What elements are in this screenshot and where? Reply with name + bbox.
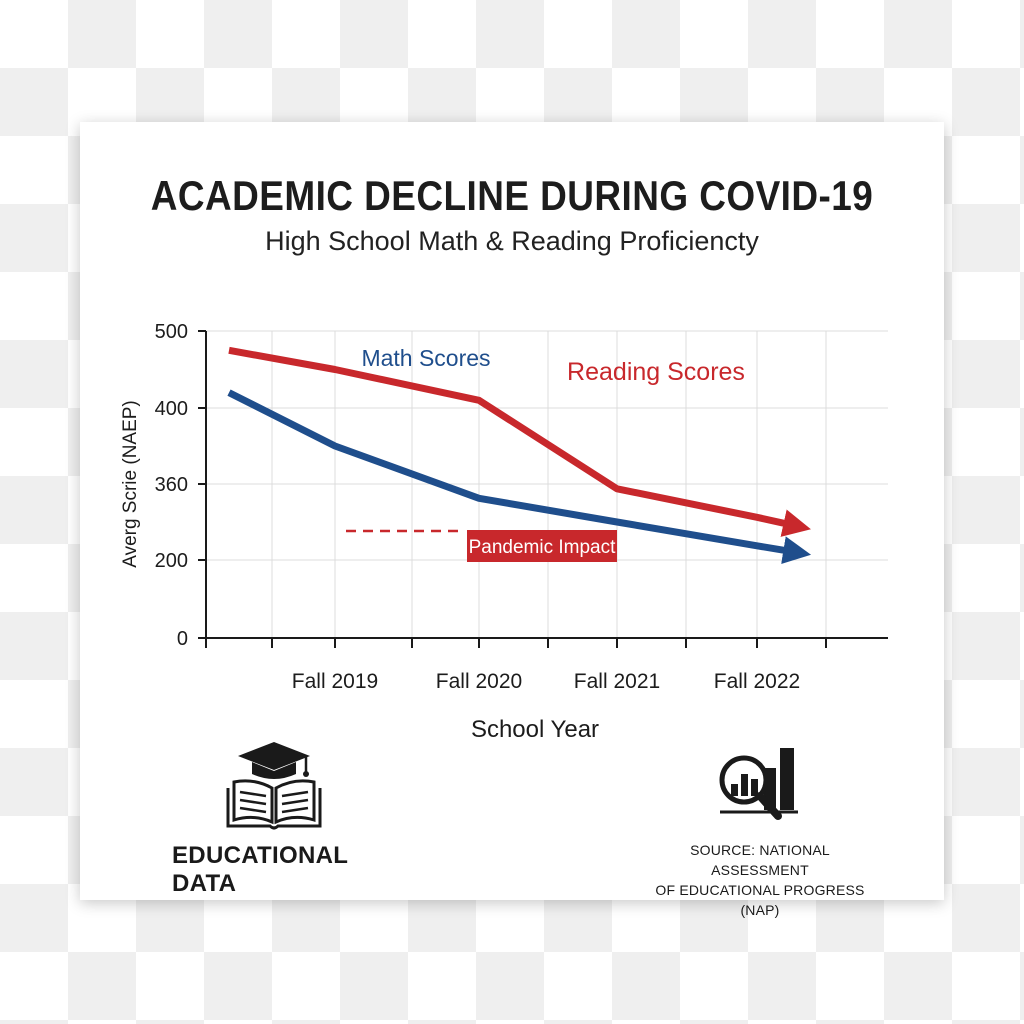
y-tick-label: 0 <box>177 628 188 650</box>
y-axis-label: Averg Scrie (NAEP) <box>120 400 141 568</box>
series-layer <box>227 346 812 564</box>
x-axis-label: School Year <box>470 716 600 743</box>
x-tick-label: Fall 2019 <box>292 670 378 693</box>
educational-data-label: EDUCATIONAL DATA <box>172 842 348 897</box>
chart-magnifier-icon <box>719 748 798 820</box>
x-tick-label: Fall 2020 <box>436 670 522 693</box>
x-tick-label: Fall 2021 <box>574 670 660 693</box>
y-tick-label: 360 <box>155 474 188 496</box>
x-tick-label: Fall 2022 <box>714 670 800 693</box>
series-label-reading: Reading Scores <box>567 358 745 386</box>
graduation-book-icon <box>226 742 322 830</box>
chart-title: ACADEMIC DECLINE DURING COVID-19 <box>150 172 874 219</box>
chart-grid <box>206 330 888 639</box>
y-tick-label: 200 <box>155 550 188 572</box>
reading-scores-line <box>228 346 811 537</box>
chart-subtitle: High School Math & Reading Proficiencty <box>265 226 759 256</box>
chart-axes: 500 400 360 200 0 Fall 2019 Fall 2020 Fall 2021… <box>155 321 888 693</box>
pandemic-impact-badge <box>467 530 617 562</box>
y-tick-label: 500 <box>155 321 188 343</box>
math-scores-line <box>227 389 812 564</box>
series-label-math: Math Scores <box>361 345 490 371</box>
source-citation: SOURCE: NATIONAL ASSESSMENT OF EDUCATION… <box>640 840 880 920</box>
y-tick-label: 400 <box>155 398 188 420</box>
pandemic-impact-label: Pandemic Impact <box>469 537 617 558</box>
source-line-1: SOURCE: NATIONAL ASSESSMENT <box>690 842 830 878</box>
source-line-2: OF EDUCATIONAL PROGRESS (NAP) <box>655 882 865 918</box>
